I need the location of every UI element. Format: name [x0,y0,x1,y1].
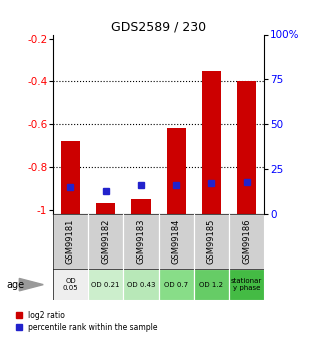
Bar [123,269,159,300]
Bar [96,203,115,214]
Bar [167,128,186,214]
Bar [131,199,151,214]
Bar [229,214,264,269]
Text: GSM99185: GSM99185 [207,219,216,264]
Text: GSM99183: GSM99183 [137,219,146,264]
Bar [53,269,88,300]
Text: GSM99184: GSM99184 [172,219,181,264]
Bar [194,214,229,269]
Text: OD 1.2: OD 1.2 [199,282,224,288]
Text: stationar
y phase: stationar y phase [231,278,262,291]
Bar [123,214,159,269]
Bar [194,269,229,300]
Text: GSM99186: GSM99186 [242,219,251,264]
Bar [61,141,80,214]
Legend: log2 ratio, percentile rank within the sample: log2 ratio, percentile rank within the s… [16,311,158,332]
Text: GSM99181: GSM99181 [66,219,75,264]
Bar [88,269,123,300]
Bar [159,269,194,300]
Polygon shape [19,278,43,291]
Text: OD 0.43: OD 0.43 [127,282,155,288]
Text: GSM99182: GSM99182 [101,219,110,264]
Text: OD 0.7: OD 0.7 [164,282,188,288]
Bar [202,71,221,214]
Title: GDS2589 / 230: GDS2589 / 230 [111,20,206,33]
Bar [237,81,257,214]
Text: OD
0.05: OD 0.05 [63,278,78,291]
Bar [229,269,264,300]
Text: OD 0.21: OD 0.21 [91,282,120,288]
Bar [159,214,194,269]
Bar [88,214,123,269]
Text: age: age [6,280,24,289]
Bar [53,214,88,269]
